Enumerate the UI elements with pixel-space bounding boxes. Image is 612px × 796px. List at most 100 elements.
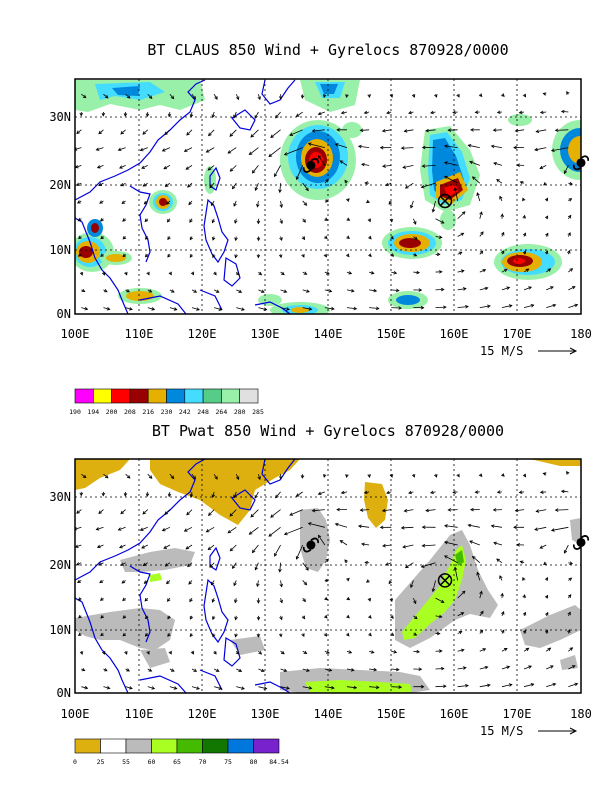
x-tick-label: 110E <box>125 707 154 721</box>
colorbar-label: 55 <box>122 758 130 766</box>
wind-vector <box>271 130 281 138</box>
x-tick-label: 100E <box>61 707 90 721</box>
colorbar-swatch <box>75 739 101 753</box>
wind-vector <box>230 165 236 171</box>
y-tick-label: 10N <box>49 243 71 257</box>
colorbar-swatch <box>221 389 239 403</box>
x-tick-label: 160E <box>440 327 469 341</box>
wind-vector <box>251 510 258 517</box>
x-tick-label: 120E <box>188 327 217 341</box>
colorbar-swatch <box>203 389 221 403</box>
colorbar-label: 0 <box>73 758 77 766</box>
colorbar-label: 280 <box>234 408 246 416</box>
wind-vector <box>556 130 569 131</box>
colorbar-label: 190 <box>69 408 81 416</box>
colorbar-label: 84.54 <box>269 758 289 766</box>
y-tick-label: 30N <box>49 110 71 124</box>
colorbar-label: 264 <box>216 408 228 416</box>
colorbar-label: 60 <box>148 758 156 766</box>
colorbar-label: 230 <box>161 408 173 416</box>
wind-vector <box>230 130 236 136</box>
wind-vector <box>230 545 236 551</box>
y-axis-labels-claus: 0N 10N 20N 30N <box>49 110 71 321</box>
colorbar-swatch <box>101 739 127 753</box>
x-axis-labels-pwat: 100E 110E 120E 130E 140E 150E 160E 170E … <box>61 707 592 721</box>
x-tick-label: 170E <box>503 327 532 341</box>
y-tick-label: 10N <box>49 623 71 637</box>
x-tick-label: 170E <box>503 707 532 721</box>
x-tick-label: 130E <box>251 707 280 721</box>
wind-vector <box>269 148 280 157</box>
x-tick-label: 150E <box>377 707 406 721</box>
colorbar-swatch <box>152 739 178 753</box>
x-tick-label: 160E <box>440 707 469 721</box>
panel-pwat: BT Pwat 850 Wind + Gyrelocs 870928/0000 <box>49 422 592 766</box>
wind-vector <box>422 545 435 546</box>
colorbar-swatch <box>228 739 254 753</box>
x-tick-label: 120E <box>188 707 217 721</box>
x-tick-label: 180 <box>570 327 592 341</box>
wind-vector <box>271 510 281 518</box>
colorbar-swatch <box>167 389 185 403</box>
wind-vector <box>458 212 465 219</box>
x-tick-label: 150E <box>377 327 406 341</box>
colorbar-swatch <box>185 389 203 403</box>
colorbar-label: 25 <box>97 758 105 766</box>
panel-title-pwat: BT Pwat 850 Wind + Gyrelocs 870928/0000 <box>152 422 504 440</box>
coastline-claus <box>75 80 295 314</box>
y-tick-label: 20N <box>49 558 71 572</box>
colorbar-swatch <box>254 739 280 753</box>
colorbar-swatch <box>112 389 130 403</box>
colorbar-label: 200 <box>106 408 118 416</box>
colorbar-swatch <box>93 389 111 403</box>
cyclone-symbol <box>306 541 315 550</box>
colorbar-swatch <box>130 389 148 403</box>
panel-claus: BT CLAUS 850 Wind + Gyrelocs 870928/0000 <box>49 41 608 416</box>
wind-vector <box>402 527 414 528</box>
x-tick-label: 140E <box>314 327 343 341</box>
wind-vector <box>251 130 258 137</box>
colorbar-label: 194 <box>87 408 99 416</box>
colorbar-label: 208 <box>124 408 136 416</box>
colorbar-label: 75 <box>224 758 232 766</box>
wind-vector <box>436 307 446 308</box>
x-tick-label: 180 <box>570 707 592 721</box>
colorbar-pwat: 0 25 55 60 65 70 75 80 84.54 <box>73 739 289 766</box>
colorbar-label: 65 <box>173 758 181 766</box>
colorbar-swatch <box>126 739 152 753</box>
wind-vector <box>556 510 569 511</box>
cyclone-symbol <box>306 161 315 170</box>
colorbar-swatch <box>203 739 229 753</box>
wind-vector <box>436 686 446 687</box>
vector-reference-arrow-claus <box>538 348 576 354</box>
cloud-fill-claus <box>70 80 608 318</box>
vector-reference-arrow-pwat <box>538 728 576 734</box>
colorbar-swatch <box>240 389 258 403</box>
colorbar-swatch <box>75 389 93 403</box>
vector-reference-label-claus: 15 M/S <box>480 344 523 358</box>
wind-vector <box>285 527 303 534</box>
wind-vector <box>249 527 258 534</box>
wind-vector <box>252 165 258 173</box>
colorbar-label: 285 <box>252 408 264 416</box>
wind-vector <box>249 148 258 155</box>
x-axis-labels-claus: 100E 110E 120E 130E 140E 150E 160E 170E … <box>61 327 592 341</box>
x-tick-label: 110E <box>125 327 154 341</box>
colorbar-label: 216 <box>142 408 154 416</box>
wind-vector <box>269 527 280 536</box>
y-tick-label: 20N <box>49 178 71 192</box>
y-tick-label: 30N <box>49 490 71 504</box>
colorbar-label: 70 <box>199 758 207 766</box>
colorbar-swatch <box>177 739 203 753</box>
colorbar-label: 80 <box>250 758 258 766</box>
wind-vector <box>402 148 414 149</box>
panel-title-claus: BT CLAUS 850 Wind + Gyrelocs 870928/0000 <box>147 41 508 59</box>
wind-vector <box>274 545 280 556</box>
colorbar-label: 242 <box>179 408 191 416</box>
vector-reference-label-pwat: 15 M/S <box>480 724 523 738</box>
y-axis-labels-pwat: 0N 10N 20N 30N <box>49 490 71 700</box>
y-tick-label: 0N <box>57 307 71 321</box>
